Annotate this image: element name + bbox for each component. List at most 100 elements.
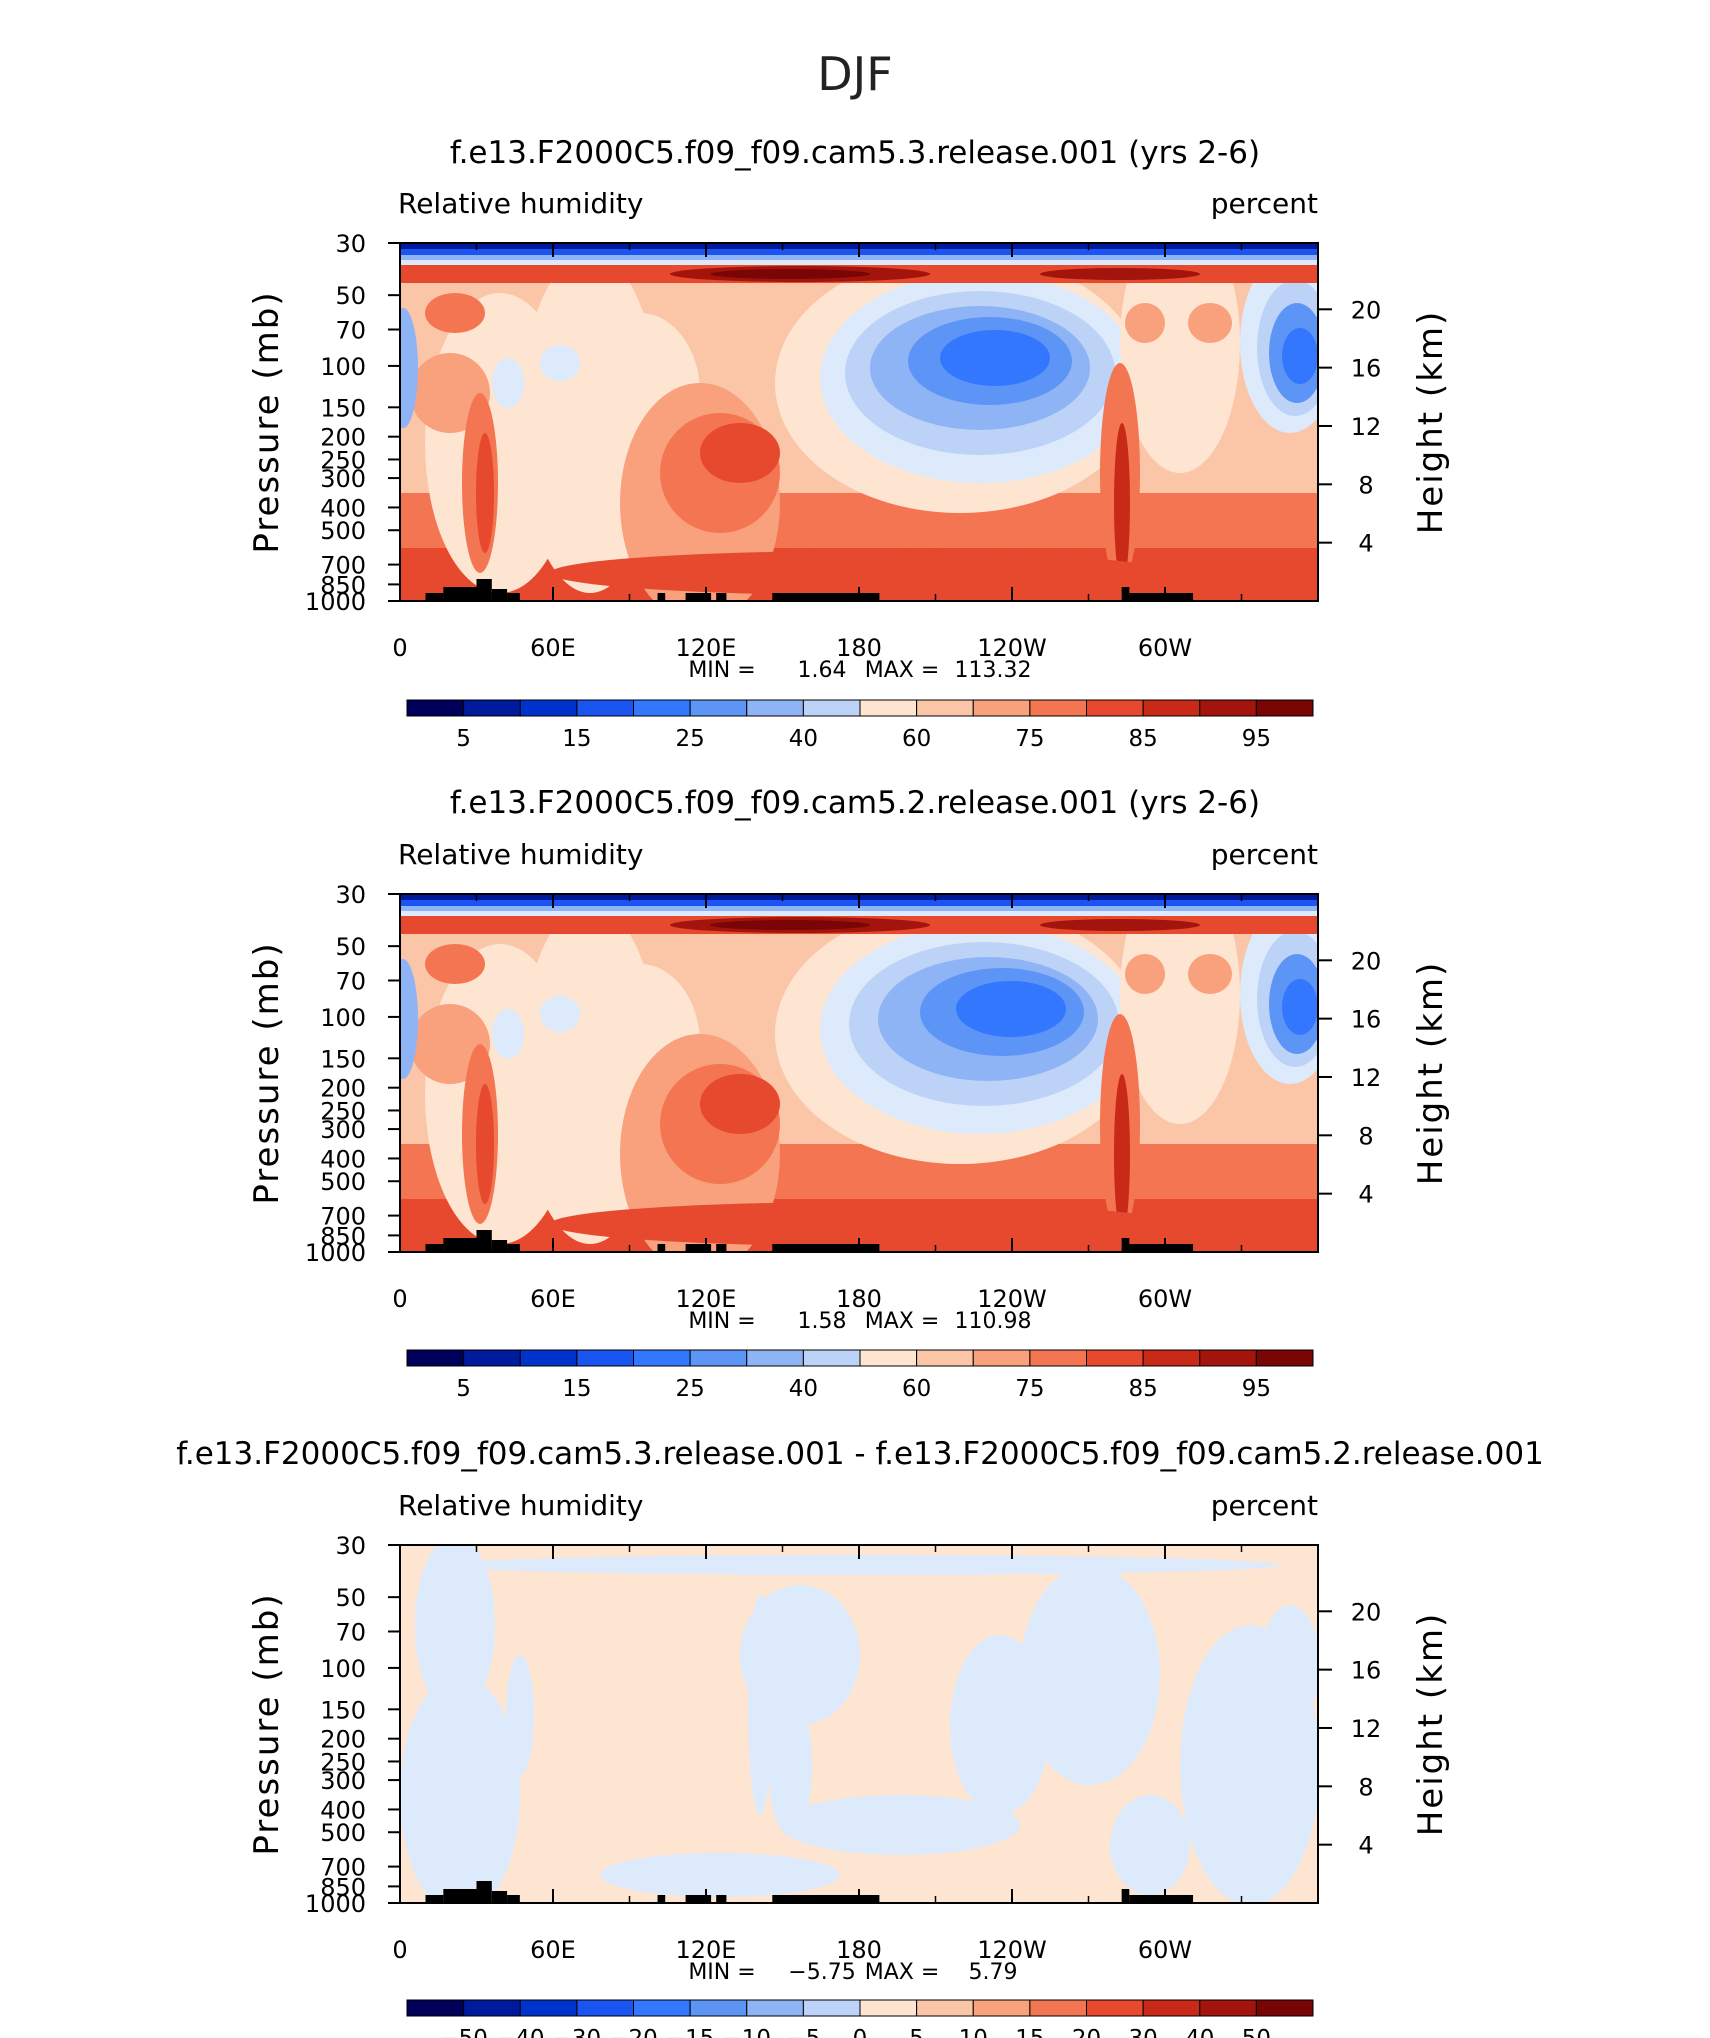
topography-mask: [476, 1881, 492, 1903]
y-tick-label: 100: [320, 1655, 366, 1683]
x-tick-label: 120W: [977, 634, 1047, 662]
figure-title: DJF: [817, 47, 892, 101]
contour-region: [550, 1202, 1170, 1246]
colorbar-swatch: [916, 1999, 974, 2017]
colorbar-swatch: [1142, 699, 1201, 717]
contour-region: [476, 1084, 494, 1204]
colorbar-label: 15: [562, 726, 591, 752]
colorbar-swatch: [1086, 1349, 1144, 1367]
colorbar-label: 85: [1128, 1376, 1157, 1402]
colorbar-swatch: [972, 1349, 1031, 1367]
topography-mask: [716, 1244, 727, 1252]
colorbar-swatch: [1142, 1349, 1201, 1367]
colorbar-swatch: [406, 699, 465, 717]
y-tick-label: 200: [320, 424, 366, 452]
colorbar-swatch: [633, 699, 691, 717]
y-tick-label: 50: [335, 933, 366, 961]
y-right-tick-label: 12: [1351, 1064, 1382, 1092]
y-right-tick-label: 16: [1351, 355, 1382, 383]
x-tick-label: 0: [392, 634, 407, 662]
contour-region: [425, 944, 485, 984]
panel-1-plot: 0 60E 120E 180 120W 60W3050701001502002503004…: [247, 230, 1451, 683]
contour-region: [1114, 1074, 1130, 1234]
colorbar-swatch: [802, 699, 861, 717]
min-label: MIN =: [688, 1960, 755, 1985]
y-tick-label: 300: [320, 1767, 366, 1795]
y-tick-label: 850: [320, 1873, 366, 1901]
y-tick-label: 500: [320, 517, 366, 545]
contour-region: [1125, 954, 1165, 994]
y-right-tick-label: 12: [1351, 413, 1382, 441]
colorbar-label: −20: [609, 2026, 658, 2038]
x-tick-label: 0: [392, 1285, 407, 1313]
y-tick-label: 30: [335, 1532, 366, 1560]
contour-region: [1120, 894, 1240, 1124]
topography-mask: [476, 579, 492, 601]
y-tick-label: 50: [335, 1584, 366, 1612]
contour-region: [400, 959, 418, 1079]
y-right-tick-label: 16: [1351, 1006, 1382, 1034]
colorbar-swatch: [1029, 1999, 1087, 2017]
topography-mask: [1121, 587, 1130, 601]
topography-mask: [1121, 1238, 1130, 1252]
contour-region: [1188, 954, 1232, 994]
colorbar-swatch: [916, 1349, 974, 1367]
colorbar-swatch: [1029, 1349, 1087, 1367]
colorbar-swatch: [519, 1999, 578, 2017]
panel-1-colorbar: 5 15 25 40 60 75 85 95: [406, 699, 1314, 752]
colorbar-swatch: [519, 699, 578, 717]
y-right-tick-label: 20: [1351, 947, 1382, 975]
panel-3-right-label: percent: [1211, 1489, 1318, 1522]
colorbar-swatch: [633, 1999, 691, 2017]
x-tick-label: 60E: [530, 1936, 576, 1964]
contour-region: [540, 996, 580, 1032]
colorbar-swatch: [972, 699, 1031, 717]
topography-mask: [507, 1895, 520, 1903]
x-tick-label: 60W: [1138, 634, 1192, 662]
topography-mask: [443, 1889, 477, 1903]
colorbar-label: 15: [562, 1376, 591, 1402]
panel-1-right-label: percent: [1211, 187, 1318, 220]
contour-region: [710, 269, 870, 279]
max-value: 113.32: [955, 658, 1032, 683]
x-tick-label: 120E: [676, 634, 737, 662]
topography-mask: [685, 1895, 712, 1903]
colorbar-swatch: [463, 699, 521, 717]
strat-blue-3: [400, 255, 1318, 260]
colorbar-label: 60: [902, 726, 931, 752]
topography-mask: [491, 1891, 508, 1903]
colorbar-swatch: [1142, 1999, 1201, 2017]
topography-mask: [425, 1895, 444, 1903]
max-value: 5.79: [969, 1960, 1018, 1985]
colorbar-label: 5: [909, 2026, 924, 2038]
contour-field: [400, 1545, 1318, 1903]
x-tick-label: 120E: [676, 1285, 737, 1313]
colorbar-swatch: [406, 1349, 465, 1367]
panel-3-plot: 0 60E 120E 180 120W 60W3050701001502002503004…: [247, 1532, 1451, 1985]
x-tick-label: 120W: [977, 1285, 1047, 1313]
topography-mask: [1129, 1895, 1194, 1903]
colorbar-swatch: [746, 1999, 804, 2017]
y-tick-label: 400: [320, 1796, 366, 1824]
contour-region: [440, 1555, 1280, 1575]
max-label: MAX =: [865, 1960, 940, 1985]
y-tick-label: 400: [320, 494, 366, 522]
colorbar-swatch: [1255, 1999, 1314, 2017]
y-tick-label: 100: [320, 1004, 366, 1032]
y-right-tick-label: 4: [1358, 1181, 1373, 1209]
y-tick-label: 30: [335, 230, 366, 258]
y-right-tick-label: 12: [1351, 1715, 1382, 1743]
colorbar-label: 75: [1015, 1376, 1044, 1402]
colorbar-label: 5: [456, 726, 471, 752]
y-right-tick-label: 4: [1358, 1832, 1373, 1860]
min-value: −5.75: [788, 1960, 855, 1985]
y-tick-label: 850: [320, 571, 366, 599]
topography-mask: [443, 587, 477, 601]
y-tick-label: 300: [320, 1116, 366, 1144]
y-right-tick-label: 8: [1358, 1122, 1373, 1150]
min-label: MIN =: [688, 658, 755, 683]
colorbar-label: −40: [496, 2026, 545, 2038]
colorbar-label: 95: [1242, 1376, 1271, 1402]
contour-region: [425, 293, 485, 333]
y-tick-label: 300: [320, 465, 366, 493]
